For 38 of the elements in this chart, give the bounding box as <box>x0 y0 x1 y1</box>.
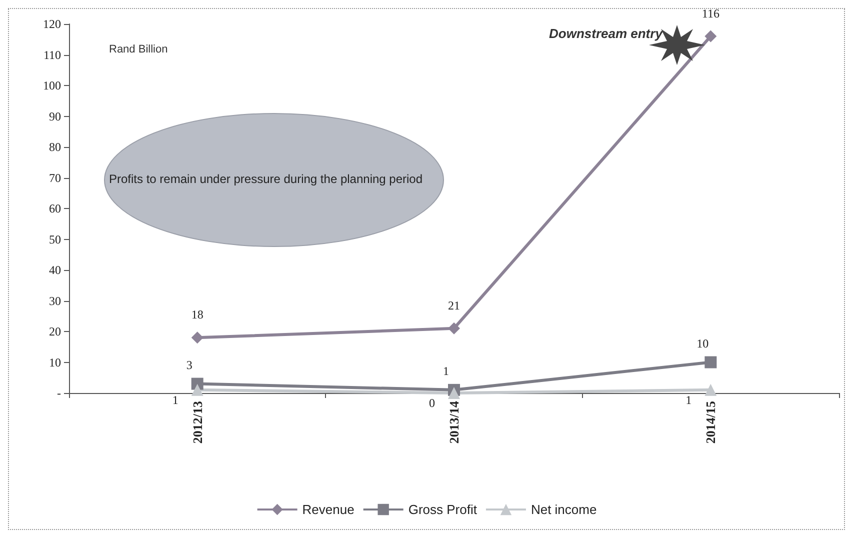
data-label: 1 <box>172 392 178 407</box>
point <box>448 322 460 334</box>
y-tick-label: 120 <box>43 17 61 31</box>
legend-label: Revenue <box>302 502 354 517</box>
data-label: 10 <box>696 336 709 350</box>
x-tick-label: 2014/15 <box>703 400 718 444</box>
legend-label: Gross Profit <box>408 502 478 517</box>
data-label: 21 <box>448 298 460 312</box>
y-tick-label: - <box>57 386 61 400</box>
y-tick-label: 10 <box>49 355 61 370</box>
point <box>448 387 460 399</box>
y-tick-label: 70 <box>49 170 61 185</box>
data-label: 18 <box>191 308 204 322</box>
data-label: 1 <box>443 364 449 378</box>
y-tick-label: 80 <box>49 140 61 154</box>
y-tick-label: 40 <box>49 263 61 277</box>
annotation: Downstream entry <box>549 26 664 41</box>
data-label: 3 <box>186 358 192 372</box>
y-tick-label: 30 <box>49 294 61 308</box>
point <box>704 356 717 368</box>
y-tick-label: 90 <box>49 109 61 124</box>
point <box>704 384 717 396</box>
x-tick-label: 2013/14 <box>446 400 462 444</box>
annotation: Rand Billion <box>109 44 168 56</box>
data-label: 116 <box>702 6 720 20</box>
annotation: Profits to remain under pressure during the planning period <box>109 172 423 186</box>
x-tick-label: 2012/13 <box>190 400 205 444</box>
data-label: 1 <box>686 392 692 407</box>
point <box>191 384 204 396</box>
y-tick-label: 60 <box>49 202 61 216</box>
y-tick-label: 50 <box>49 232 61 246</box>
legend-label: Net income <box>530 502 597 517</box>
point <box>704 30 717 42</box>
point <box>191 332 204 344</box>
y-tick-label: 100 <box>43 78 61 92</box>
data-label: 0 <box>429 396 435 410</box>
y-tick-label: 20 <box>49 324 61 338</box>
y-tick-label: 110 <box>43 48 61 62</box>
